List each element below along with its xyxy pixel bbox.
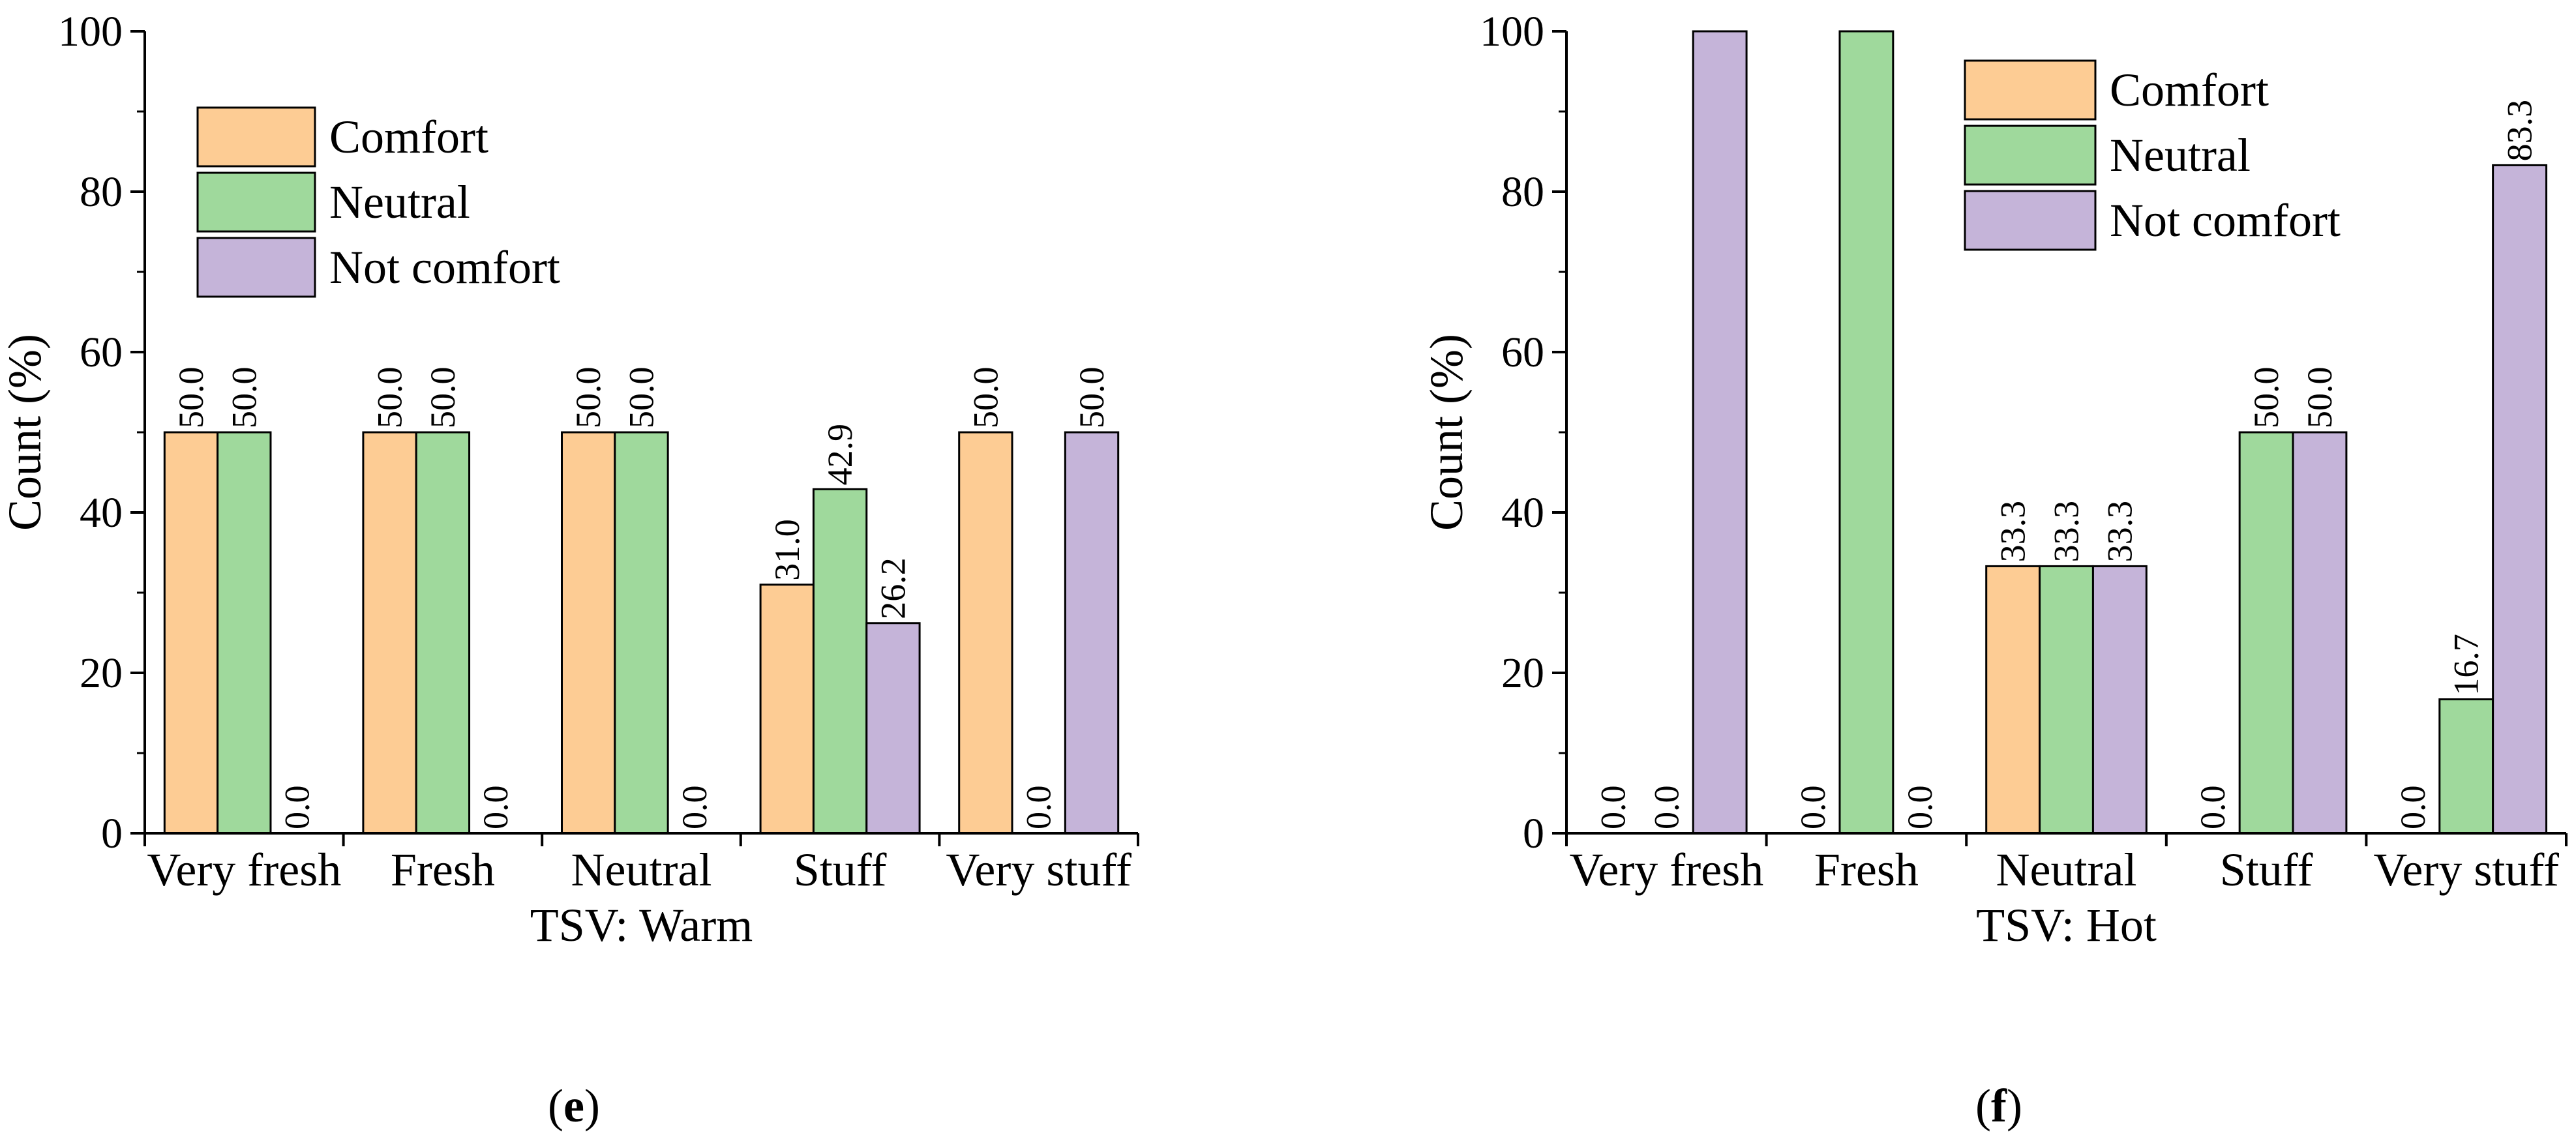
legend-label: Not comfort <box>329 241 560 293</box>
data-label: 33.3 <box>2047 501 2086 563</box>
y-tick-label: 0 <box>101 810 123 857</box>
bar-neutral-2 <box>2039 565 2094 835</box>
bar-comfort-2 <box>1985 565 2041 835</box>
x-axis-title: TSV: Hot <box>1976 899 2157 951</box>
x-tick-label: Fresh <box>391 844 495 896</box>
x-tick-label: Very fresh <box>1569 844 1763 896</box>
panel-label: (e) <box>548 1080 600 1132</box>
data-label: 50.0 <box>622 367 661 429</box>
legend-swatch <box>196 237 316 298</box>
data-label: 33.3 <box>1994 501 2033 563</box>
y-tick-label: 0 <box>1523 810 1544 857</box>
data-label: 42.9 <box>820 424 860 486</box>
bar-comfort-2 <box>561 431 616 835</box>
bar-neutral-0 <box>217 431 272 835</box>
y-tick-label: 60 <box>1501 329 1544 376</box>
y-tick-label: 80 <box>1501 168 1544 216</box>
data-label: 0.0 <box>278 786 317 830</box>
bar-not-comfort-4 <box>1064 431 1120 835</box>
legend-label: Neutral <box>329 176 470 228</box>
data-label: 50.0 <box>569 367 608 429</box>
data-label: 0.0 <box>1793 786 1833 830</box>
bar-comfort-1 <box>362 431 417 835</box>
legend-swatch <box>1964 59 2097 121</box>
x-tick-label: Very stuff <box>946 844 1131 896</box>
data-label: 0.0 <box>2193 786 2232 830</box>
panel-label: (f) <box>1975 1080 2022 1132</box>
bar-neutral-1 <box>415 431 471 835</box>
legend-label: Comfort <box>329 111 488 163</box>
x-tick-label: Very stuff <box>2373 844 2559 896</box>
legend-label: Comfort <box>2110 64 2269 116</box>
bar-neutral-2 <box>614 431 669 835</box>
y-tick-label: 80 <box>80 168 123 216</box>
data-label: 0.0 <box>1019 786 1058 830</box>
legend: Comfort Neutral Not comfort <box>1964 59 2341 251</box>
legend-swatch <box>1964 190 2097 251</box>
data-label: 0.0 <box>1900 786 1939 830</box>
data-label: 0.0 <box>2393 786 2433 830</box>
data-label: 50.0 <box>224 367 263 429</box>
data-label: 50.0 <box>423 367 462 429</box>
x-tick-label: Neutral <box>1996 844 2137 896</box>
data-label: 83.3 <box>2500 100 2539 162</box>
data-label: 31.0 <box>768 519 807 581</box>
bar-not-comfort-4 <box>2492 164 2547 835</box>
data-label: 33.3 <box>2100 501 2139 563</box>
bar-neutral-3 <box>812 488 868 835</box>
chart-panel-f: 0.0 0.0 33.3 0.0 0.0 0.0 33.3 50.0 16.7 0.0 33.3 50… <box>1420 8 2568 1132</box>
bar-not-comfort-2 <box>2091 565 2148 835</box>
y-tick-label: 60 <box>80 329 123 376</box>
data-label: 50.0 <box>2300 367 2339 429</box>
data-label: 50.0 <box>1072 367 1111 429</box>
bar-comfort-4 <box>958 431 1013 835</box>
y-tick-label: 40 <box>1501 489 1544 537</box>
x-tick-label: Very fresh <box>147 844 341 896</box>
y-tick-label: 20 <box>80 649 123 697</box>
y-tick-label: 100 <box>1480 8 1544 55</box>
chart-panel-e: 50.0 50.0 50.0 31.0 50.0 50.0 50.0 50.0 42.9 0.0 0… <box>0 8 1139 1132</box>
bar-neutral-4 <box>2438 698 2494 835</box>
data-label: 50.0 <box>370 367 410 429</box>
bar-neutral-3 <box>2238 431 2294 835</box>
data-label: 0.0 <box>476 786 515 830</box>
x-tick-label: Stuff <box>2220 844 2313 896</box>
legend-swatch <box>196 171 316 233</box>
x-tick-label: Stuff <box>794 844 887 896</box>
data-label: 0.0 <box>675 786 714 830</box>
y-axis-title: Count (%) <box>0 334 51 531</box>
x-axis-title: TSV: Warm <box>530 899 753 951</box>
data-label: 50.0 <box>966 367 1005 429</box>
legend-label: Neutral <box>2110 129 2251 181</box>
y-axis-title: Count (%) <box>1420 334 1473 531</box>
y-tick-label: 20 <box>1501 649 1544 697</box>
bar-comfort-3 <box>759 584 815 835</box>
bar-not-comfort-3 <box>865 622 921 835</box>
x-tick-label: Fresh <box>1814 844 1919 896</box>
y-tick-label: 40 <box>80 489 123 537</box>
data-label: 50.0 <box>2247 367 2286 429</box>
bar-comfort-0 <box>163 431 219 835</box>
x-tick-label: Neutral <box>571 844 712 896</box>
data-label: 26.2 <box>873 557 912 619</box>
data-label: 16.7 <box>2447 634 2486 696</box>
bar-neutral-1 <box>1838 30 1895 835</box>
legend-label: Not comfort <box>2110 194 2341 246</box>
data-label: 0.0 <box>1647 786 1686 830</box>
bar-not-comfort-0 <box>1692 30 1748 835</box>
data-label: 0.0 <box>1593 786 1632 830</box>
legend: Comfort Neutral Not comfort <box>196 106 560 298</box>
legend-swatch <box>1964 125 2097 186</box>
legend-swatch <box>196 106 316 168</box>
bar-not-comfort-3 <box>2292 431 2348 835</box>
y-tick-label: 100 <box>58 8 123 55</box>
data-label: 50.0 <box>172 367 211 429</box>
